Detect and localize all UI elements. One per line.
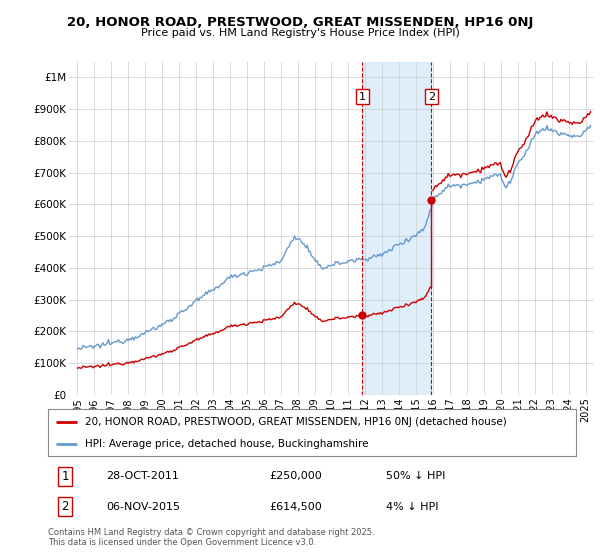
Text: 2: 2: [61, 500, 69, 513]
Text: £250,000: £250,000: [270, 472, 323, 482]
Text: 1: 1: [359, 92, 366, 101]
Text: 20, HONOR ROAD, PRESTWOOD, GREAT MISSENDEN, HP16 0NJ: 20, HONOR ROAD, PRESTWOOD, GREAT MISSEND…: [67, 16, 533, 29]
Text: 1: 1: [61, 470, 69, 483]
Bar: [362, 62, 431, 395]
Text: HPI: Average price, detached house, Buckinghamshire: HPI: Average price, detached house, Buck…: [85, 438, 368, 449]
Text: 28-OCT-2011: 28-OCT-2011: [106, 472, 179, 482]
Text: Contains HM Land Registry data © Crown copyright and database right 2025.
This d: Contains HM Land Registry data © Crown c…: [48, 528, 374, 547]
Text: 20, HONOR ROAD, PRESTWOOD, GREAT MISSENDEN, HP16 0NJ (detached house): 20, HONOR ROAD, PRESTWOOD, GREAT MISSEND…: [85, 417, 507, 427]
Text: 06-NOV-2015: 06-NOV-2015: [106, 502, 180, 512]
Text: 4% ↓ HPI: 4% ↓ HPI: [386, 502, 439, 512]
Text: £614,500: £614,500: [270, 502, 323, 512]
Text: Price paid vs. HM Land Registry's House Price Index (HPI): Price paid vs. HM Land Registry's House …: [140, 28, 460, 38]
Text: 2: 2: [428, 92, 435, 101]
Text: 50% ↓ HPI: 50% ↓ HPI: [386, 472, 445, 482]
